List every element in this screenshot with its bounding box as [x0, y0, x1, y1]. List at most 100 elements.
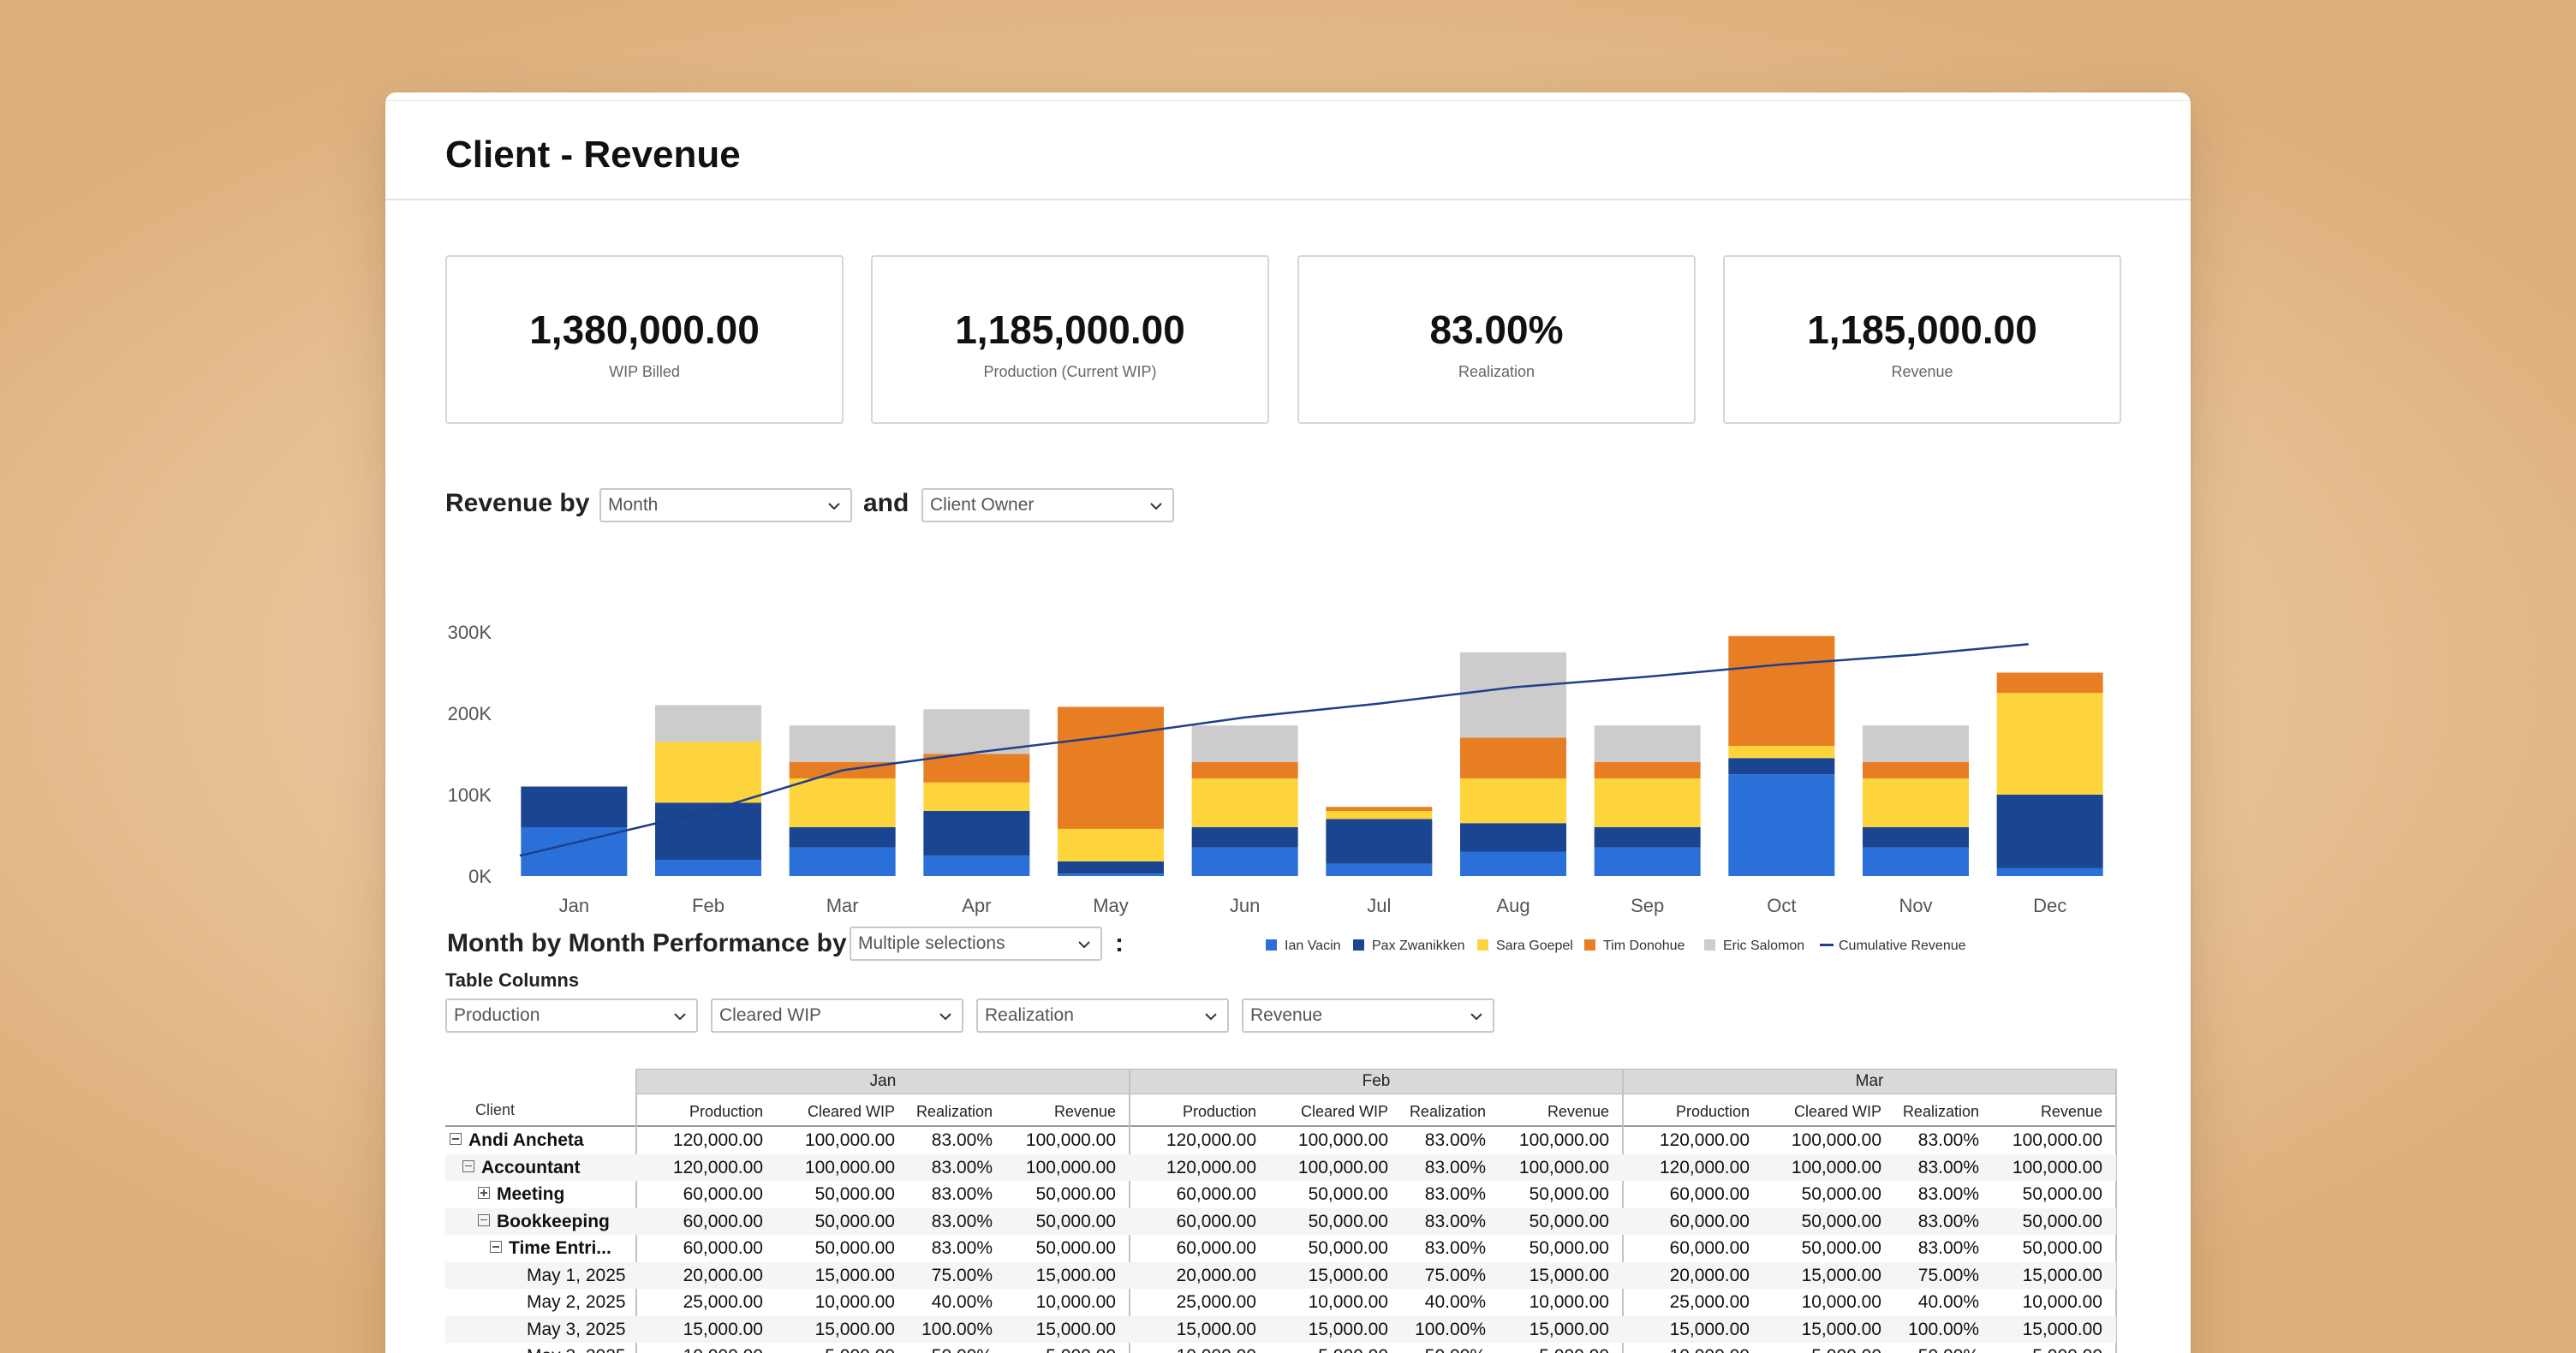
table-row-client: Andi Ancheta	[450, 1130, 584, 1151]
table-cell: 60,000.00	[683, 1211, 763, 1231]
table-cell: 50,000.00	[1529, 1211, 1609, 1231]
table-cell: 50,000.00	[1308, 1211, 1388, 1231]
bar-segment	[923, 754, 1030, 783]
chevron-down-icon	[1150, 503, 1162, 510]
table-cell: 5,000.00	[1260, 1346, 1388, 1353]
table-cell: 15,000.00	[1529, 1319, 1609, 1339]
table-cell: 100,000.00	[804, 1130, 895, 1150]
client-name: Bookkeeping	[497, 1211, 610, 1231]
table-cell: 25,000.00	[683, 1292, 763, 1312]
sub-header-row	[445, 1094, 2116, 1127]
table-cell: 83.00%	[1917, 1157, 1979, 1177]
bar-segment	[1191, 725, 1298, 762]
table-cell: 60,000.00	[1176, 1211, 1256, 1231]
sub-column-header: Revenue	[2040, 1103, 2102, 1120]
table-cell: 83.00%	[1424, 1157, 1486, 1177]
cumulative-revenue-line	[519, 643, 2029, 857]
table-cell: 15,000.00	[1801, 1265, 1881, 1285]
table-cell: 50.00%	[1357, 1346, 1486, 1353]
sub-column-header: Realization	[915, 1103, 993, 1120]
bar-segment	[655, 742, 761, 803]
table-cell: 100,000.00	[1791, 1157, 1881, 1177]
bar-segment	[789, 725, 896, 762]
bar-segment	[655, 860, 761, 876]
window-top-strip	[385, 92, 2191, 101]
x-tick-label: Jun	[1230, 895, 1260, 916]
table-cell: 10,000.00	[1621, 1346, 1750, 1353]
legend-swatch	[1477, 939, 1488, 951]
table-cell: 5,000.00	[1974, 1346, 2102, 1353]
table-cell: 15,000.00	[1308, 1265, 1388, 1285]
kpi-label: Revenue	[1891, 363, 1953, 380]
table-cell: 5,000.00	[1481, 1346, 1609, 1353]
table-cell: 15,000.00	[1308, 1319, 1388, 1339]
bar-segment	[1326, 811, 1433, 820]
table-cell: 15,000.00	[1669, 1319, 1750, 1339]
table-cell: 40.00%	[931, 1292, 993, 1312]
legend-swatch	[1353, 939, 1364, 951]
performance-select[interactable]: Multiple selections	[850, 927, 1102, 961]
table-cell: 100,000.00	[2012, 1130, 2102, 1150]
x-tick-label: Sep	[1631, 895, 1664, 916]
sub-column-header: Cleared WIP	[1793, 1103, 1881, 1120]
table-cell: 100,000.00	[1297, 1157, 1388, 1177]
revenue-group-select[interactable]: Month	[599, 488, 852, 522]
bar-segment	[1460, 851, 1566, 876]
collapse-icon[interactable]	[462, 1159, 474, 1172]
collapse-icon[interactable]	[450, 1133, 462, 1146]
title-divider	[385, 199, 2191, 200]
bar-segment	[655, 802, 761, 860]
collapse-icon[interactable]	[478, 1213, 490, 1226]
x-tick-label: Nov	[1899, 895, 1932, 916]
bar-segment	[1863, 778, 1969, 827]
row-stripe	[445, 1153, 2116, 1181]
column-select-3[interactable]: Realization	[976, 998, 1229, 1033]
bar-segment	[1460, 652, 1566, 738]
and-label: and	[863, 489, 909, 517]
select-value: Client Owner	[930, 495, 1035, 515]
sub-column-header: Revenue	[1053, 1103, 1116, 1120]
table-cell: 50,000.00	[1035, 1211, 1116, 1231]
table-cell: 15,000.00	[814, 1265, 895, 1285]
chevron-down-icon	[1205, 1013, 1217, 1021]
table-cell: 100.00%	[1908, 1319, 1979, 1339]
column-select-2[interactable]: Cleared WIP	[711, 998, 963, 1033]
client-name: Meeting	[497, 1184, 565, 1204]
legend-swatch	[1704, 939, 1715, 951]
table-row-client: May 2, 2025	[527, 1292, 626, 1313]
kpi-label: Realization	[1458, 363, 1535, 380]
bar-segment	[1058, 861, 1164, 874]
kpi-card-wip-billed: 1,380,000.00 WIP Billed	[445, 255, 844, 424]
table-cell: 20,000.00	[1669, 1265, 1750, 1285]
chevron-down-icon	[1470, 1013, 1482, 1021]
table-cell: 50,000.00	[1308, 1184, 1388, 1204]
table-cell: 75.00%	[1424, 1265, 1486, 1285]
collapse-icon[interactable]	[490, 1241, 502, 1254]
column-select-1[interactable]: Production	[445, 998, 698, 1033]
bar-segment	[1594, 725, 1701, 762]
x-tick-label: Jul	[1367, 895, 1391, 916]
table-cell: 83.00%	[931, 1130, 993, 1150]
table-cell: 50,000.00	[2022, 1184, 2102, 1204]
y-tick-label: 300K	[448, 622, 492, 643]
expand-icon[interactable]	[478, 1187, 490, 1200]
column-select-4[interactable]: Revenue	[1242, 998, 1494, 1033]
bar-segment	[1058, 706, 1164, 829]
sub-column-header: Cleared WIP	[1300, 1103, 1388, 1120]
bar-segment	[1058, 873, 1164, 876]
bar-segment	[1058, 828, 1164, 861]
table-cell: 100,000.00	[1791, 1130, 1881, 1150]
table-cell: 40.00%	[1424, 1292, 1486, 1312]
x-tick-label: May	[1093, 895, 1129, 916]
table-cell: 5,000.00	[987, 1346, 1116, 1353]
revenue-split-select[interactable]: Client Owner	[921, 488, 1174, 522]
page-title: Client - Revenue	[445, 134, 741, 176]
table-cell: 83.00%	[1424, 1238, 1486, 1258]
table-cell: 15,000.00	[2022, 1319, 2102, 1339]
table-cell: 100,000.00	[804, 1157, 895, 1177]
legend-label: Eric Salomon	[1723, 939, 1804, 953]
table-cell: 50,000.00	[2022, 1238, 2102, 1258]
table-cell: 5,000.00	[1753, 1346, 1881, 1353]
bar-segment	[789, 827, 896, 848]
table-cell: 100,000.00	[1518, 1157, 1609, 1177]
